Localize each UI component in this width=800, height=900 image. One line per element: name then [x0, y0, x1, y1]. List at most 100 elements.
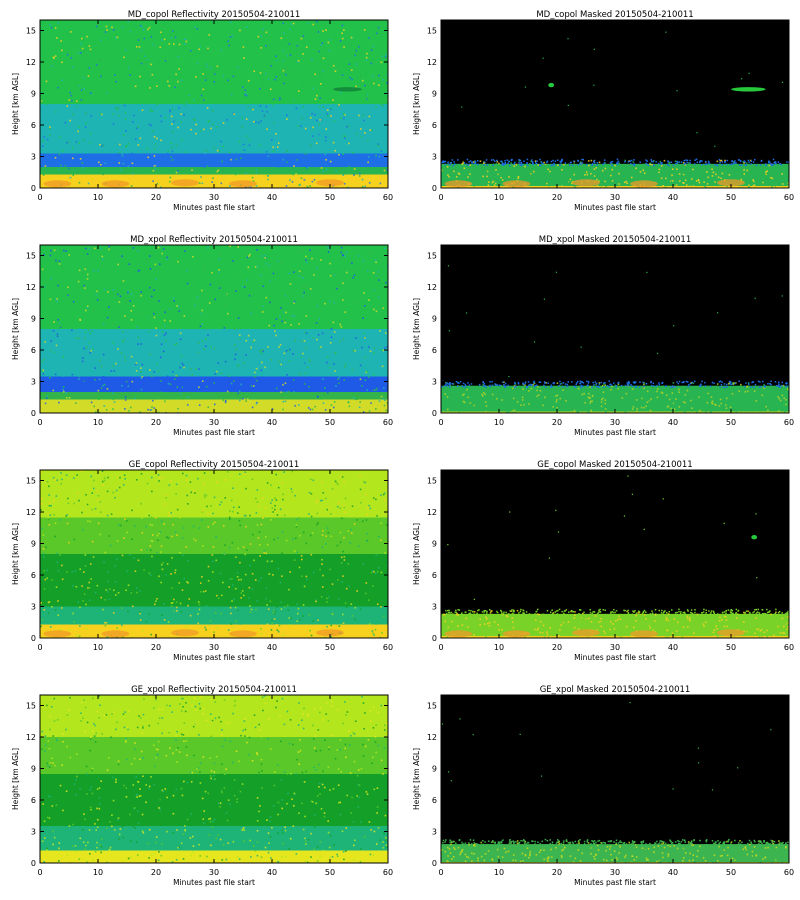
y-tick-label: 0	[432, 859, 437, 868]
elevated-echo	[751, 535, 758, 540]
x-tick-label: 50	[325, 643, 335, 652]
x-tick-label: 0	[37, 193, 42, 202]
plot-area	[441, 245, 789, 413]
y-tick-label: 6	[432, 796, 437, 805]
y-tick-label: 12	[427, 733, 437, 742]
x-tick-label: 30	[610, 643, 620, 652]
x-tick-label: 0	[37, 418, 42, 427]
chart-title: GE_xpol Masked 20150504-210011	[540, 685, 691, 695]
chart-title: GE_xpol Reflectivity 20150504-210011	[131, 685, 297, 695]
y-tick-label: 12	[427, 58, 437, 67]
y-tick-label: 12	[427, 508, 437, 517]
chart-title: MD_xpol Reflectivity 20150504-210011	[130, 235, 298, 245]
y-tick-label: 6	[432, 121, 437, 130]
x-tick-label: 60	[784, 193, 794, 202]
y-tick-label: 0	[31, 859, 36, 868]
plot-area	[40, 245, 388, 413]
surface-hot-cores	[444, 629, 745, 638]
y-tick-label: 12	[26, 733, 36, 742]
radar-panel: 0 10 20 30 40 50 60 0 3 6 9 12 15 GE_xpol Reflectivit…	[11, 685, 393, 887]
x-tick-label: 20	[552, 418, 562, 427]
echo-top-edge	[441, 31, 789, 167]
y-tick-label: 3	[432, 603, 437, 612]
y-tick-label: 0	[432, 184, 437, 193]
y-tick-label: 9	[432, 540, 437, 549]
x-tick-label: 50	[726, 418, 736, 427]
y-tick-label: 12	[26, 283, 36, 292]
x-axis-label: Minutes past file start	[574, 203, 656, 212]
x-tick-label: 40	[668, 418, 678, 427]
plot-area	[40, 470, 388, 638]
y-tick-label: 6	[31, 346, 36, 355]
speckle-texture	[40, 695, 388, 863]
x-axis-label: Minutes past file start	[574, 428, 656, 437]
y-tick-label: 3	[31, 828, 36, 837]
plot-area	[441, 695, 789, 863]
x-tick-label: 50	[726, 868, 736, 877]
y-axis-label: Height [km AGL]	[11, 298, 20, 360]
x-tick-label: 60	[383, 643, 393, 652]
x-tick-label: 60	[784, 868, 794, 877]
y-tick-label: 12	[26, 58, 36, 67]
x-tick-label: 20	[552, 193, 562, 202]
reflectivity-field	[40, 245, 388, 413]
x-axis-label: Minutes past file start	[173, 203, 255, 212]
x-tick-label: 10	[494, 643, 504, 652]
y-tick-label: 15	[427, 702, 437, 711]
y-tick-label: 6	[432, 346, 437, 355]
y-tick-label: 0	[432, 634, 437, 643]
y-tick-label: 15	[26, 252, 36, 261]
y-tick-label: 12	[427, 283, 437, 292]
y-axis-label: Height [km AGL]	[412, 73, 421, 135]
echo-top-edge	[441, 702, 789, 847]
x-tick-label: 0	[37, 868, 42, 877]
x-tick-label: 40	[668, 193, 678, 202]
surface-hot-cores	[43, 629, 344, 638]
x-tick-label: 10	[93, 418, 103, 427]
x-tick-label: 10	[93, 193, 103, 202]
radar-panel: 0 10 20 30 40 50 60 0 3 6 9 12 15 MD_xpol Masked 2015…	[412, 235, 794, 437]
x-tick-label: 0	[438, 643, 443, 652]
x-tick-label: 20	[552, 643, 562, 652]
plot-area	[441, 470, 789, 638]
radar-panel: 0 10 20 30 40 50 60 0 3 6 9 12 15 GE_xpol Masked 2015…	[412, 685, 794, 887]
y-tick-label: 3	[432, 828, 437, 837]
y-tick-label: 9	[31, 315, 36, 324]
x-tick-label: 50	[325, 868, 335, 877]
speckle-texture	[40, 20, 388, 188]
x-tick-label: 20	[151, 418, 161, 427]
x-tick-label: 40	[668, 643, 678, 652]
y-tick-label: 0	[31, 184, 36, 193]
x-tick-label: 30	[610, 868, 620, 877]
x-tick-label: 0	[438, 418, 443, 427]
y-tick-label: 15	[427, 27, 437, 36]
x-tick-label: 50	[726, 193, 736, 202]
chart-title: MD_xpol Masked 20150504-210011	[539, 235, 692, 245]
y-tick-label: 3	[432, 378, 437, 387]
y-tick-label: 15	[427, 252, 437, 261]
x-tick-label: 30	[610, 193, 620, 202]
y-tick-label: 0	[31, 634, 36, 643]
elevated-echo	[731, 87, 766, 92]
speckle-texture	[41, 245, 388, 413]
x-tick-label: 30	[610, 418, 620, 427]
x-tick-label: 30	[209, 418, 219, 427]
x-tick-label: 10	[494, 868, 504, 877]
y-tick-label: 6	[31, 796, 36, 805]
chart-title: MD_copol Masked 20150504-210011	[536, 10, 693, 20]
y-axis-label: Height [km AGL]	[11, 523, 20, 585]
y-tick-label: 9	[31, 90, 36, 99]
plot-background	[441, 20, 789, 188]
chart-title: GE_copol Reflectivity 20150504-210011	[129, 460, 300, 470]
y-axis-label: Height [km AGL]	[412, 298, 421, 360]
y-tick-label: 0	[31, 409, 36, 418]
x-axis-label: Minutes past file start	[574, 878, 656, 887]
x-tick-label: 30	[209, 643, 219, 652]
chart-title: MD_copol Reflectivity 20150504-210011	[128, 10, 301, 20]
radar-panel: 0 10 20 30 40 50 60 0 3 6 9 12 15 MD_copol Reflectivi…	[11, 10, 393, 212]
chart-title: GE_copol Masked 20150504-210011	[537, 460, 692, 470]
y-tick-label: 3	[31, 378, 36, 387]
x-tick-label: 20	[151, 643, 161, 652]
y-tick-label: 9	[432, 90, 437, 99]
